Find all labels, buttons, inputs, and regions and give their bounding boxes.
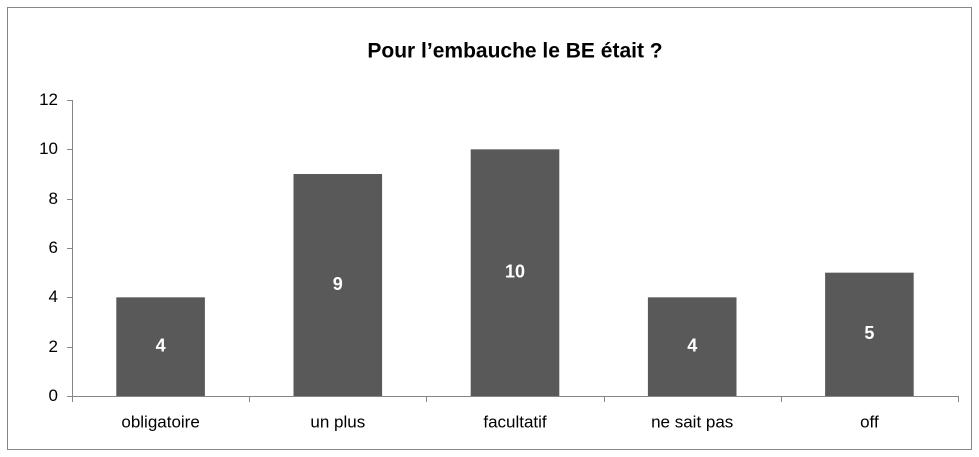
data-label: 9 — [333, 274, 343, 294]
chart-title: Pour l’embauche le BE était ? — [367, 40, 662, 63]
y-tick-label: 4 — [49, 287, 58, 306]
data-label: 10 — [505, 261, 525, 281]
data-label: 4 — [687, 335, 697, 355]
y-tick-label: 0 — [49, 386, 58, 405]
x-tick-label: facultatif — [483, 412, 547, 431]
bar — [116, 297, 205, 396]
x-tick-label: un plus — [310, 412, 365, 431]
bar — [825, 272, 914, 396]
y-tick-label: 8 — [49, 189, 58, 208]
x-tick-label: off — [860, 412, 879, 431]
data-label: 5 — [864, 323, 874, 343]
data-label: 4 — [156, 335, 166, 355]
y-tick-label: 10 — [39, 139, 58, 158]
x-tick-label: obligatoire — [121, 412, 199, 431]
bar — [470, 149, 560, 396]
x-tick-label: ne sait pas — [651, 412, 733, 431]
bar — [293, 174, 383, 396]
y-tick-label: 12 — [39, 90, 58, 109]
y-tick-label: 6 — [49, 238, 58, 257]
bar — [647, 297, 737, 396]
y-tick-label: 2 — [49, 337, 58, 356]
